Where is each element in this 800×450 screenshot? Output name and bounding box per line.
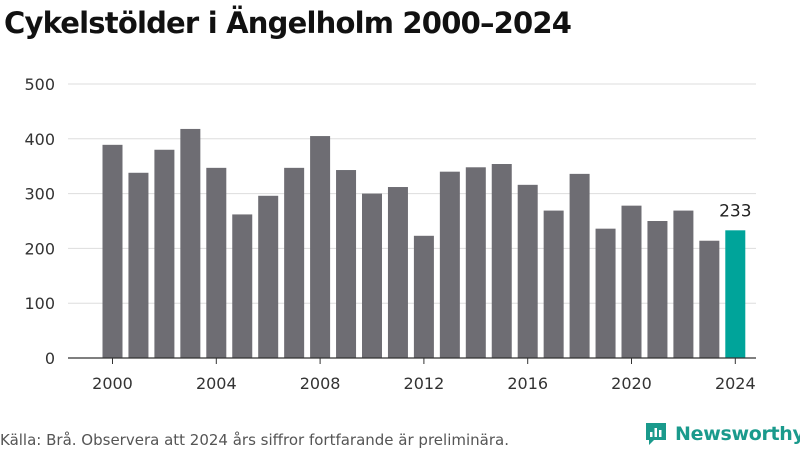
bar <box>465 167 486 358</box>
bar <box>517 184 538 358</box>
brand-logo[interactable]: Newsworthy <box>644 420 800 448</box>
y-tick-label: 0 <box>45 349 55 368</box>
y-axis-ticks: 0 100 200 300 400 500 <box>24 75 55 368</box>
bar <box>569 173 590 358</box>
bar <box>284 167 305 358</box>
x-axis-ticks: 2000 2004 2008 2012 2016 2020 2024 <box>92 358 756 393</box>
bar <box>699 240 720 358</box>
bar <box>180 128 201 358</box>
bar <box>102 144 123 358</box>
bar-chart-logo-icon <box>646 423 666 445</box>
x-tick-label: 2000 <box>92 374 133 393</box>
x-tick-label: 2024 <box>715 374 756 393</box>
bar <box>621 205 642 358</box>
x-tick-label: 2004 <box>196 374 237 393</box>
y-tick-label: 100 <box>24 294 55 313</box>
x-tick-label: 2012 <box>404 374 445 393</box>
bar <box>128 172 149 358</box>
y-tick-label: 300 <box>24 185 55 204</box>
highlight-value-label: 233 <box>719 201 751 221</box>
bar <box>647 221 668 358</box>
y-tick-label: 200 <box>24 239 55 258</box>
y-tick-label: 500 <box>24 75 55 94</box>
chart-title: Cykelstölder i Ängelholm 2000–2024 <box>4 6 572 40</box>
bar <box>595 228 616 358</box>
bar <box>491 164 512 358</box>
bar <box>387 187 408 358</box>
bar-highlight <box>725 230 746 358</box>
bar <box>258 195 279 358</box>
brand-name: Newsworthy <box>675 423 800 445</box>
source-note: Källa: Brå. Observera att 2024 års siffr… <box>0 431 509 449</box>
bar <box>413 235 434 358</box>
bar <box>543 210 564 358</box>
bar <box>232 214 253 358</box>
x-tick-label: 2020 <box>611 374 652 393</box>
bars <box>102 128 746 358</box>
bar <box>154 149 175 358</box>
x-tick-label: 2008 <box>300 374 341 393</box>
bar <box>673 210 694 358</box>
bar <box>336 170 357 358</box>
y-tick-label: 400 <box>24 130 55 149</box>
x-tick-label: 2016 <box>507 374 548 393</box>
bar <box>206 167 227 358</box>
bar <box>310 136 331 358</box>
bar <box>362 193 382 358</box>
bar <box>439 171 460 358</box>
